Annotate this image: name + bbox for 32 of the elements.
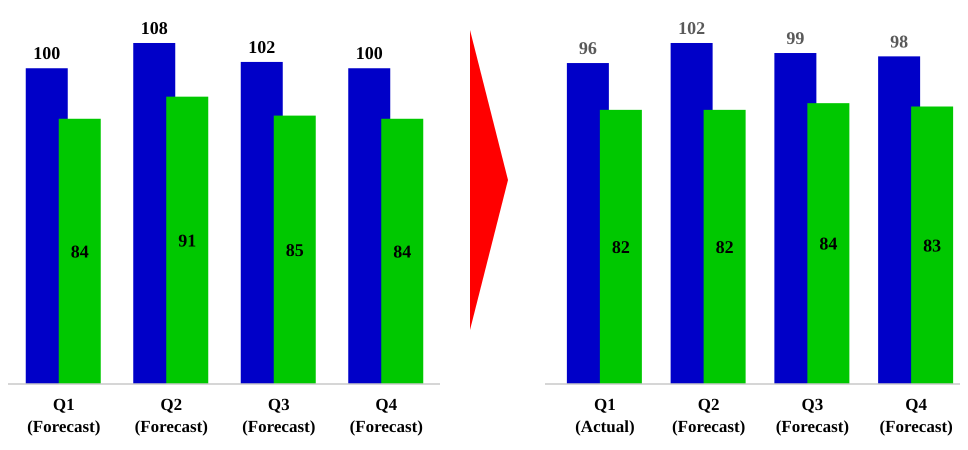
data-label: 98	[890, 31, 908, 52]
x-tick-label: Q3 (Forecast)	[242, 395, 316, 436]
x-tick-label: Q3 (Forecast)	[776, 395, 850, 436]
x-tick-label: Q2 (Forecast)	[672, 395, 746, 436]
data-label: 83	[923, 235, 942, 256]
bar	[807, 103, 850, 384]
data-label: 100	[33, 43, 60, 64]
data-label: 84	[819, 234, 838, 254]
data-label: 85	[286, 240, 304, 260]
data-label: 102	[678, 18, 706, 38]
data-label: 84	[393, 241, 412, 262]
bar	[166, 96, 208, 384]
data-label: 82	[612, 236, 630, 257]
data-label: 82	[716, 236, 734, 257]
data-label: 102	[248, 36, 276, 57]
bar	[58, 118, 101, 384]
data-label: 84	[70, 241, 89, 262]
bar	[911, 106, 954, 384]
x-tick-label: Q2 (Forecast)	[134, 395, 208, 436]
bar	[274, 116, 316, 384]
x-tick-label: Q4 (Forecast)	[879, 395, 953, 436]
data-label: 91	[178, 230, 196, 250]
data-label: 99	[786, 28, 804, 48]
bar	[704, 110, 746, 384]
data-label: 108	[140, 18, 168, 38]
bar	[381, 118, 424, 384]
x-tick-label: Q4 (Forecast)	[350, 395, 423, 436]
data-label: 100	[356, 43, 383, 64]
bar	[600, 110, 642, 384]
x-tick-label: Q1 (Actual)	[575, 395, 635, 436]
data-label: 96	[578, 38, 597, 58]
x-tick-label: Q1 (Forecast)	[27, 395, 100, 436]
